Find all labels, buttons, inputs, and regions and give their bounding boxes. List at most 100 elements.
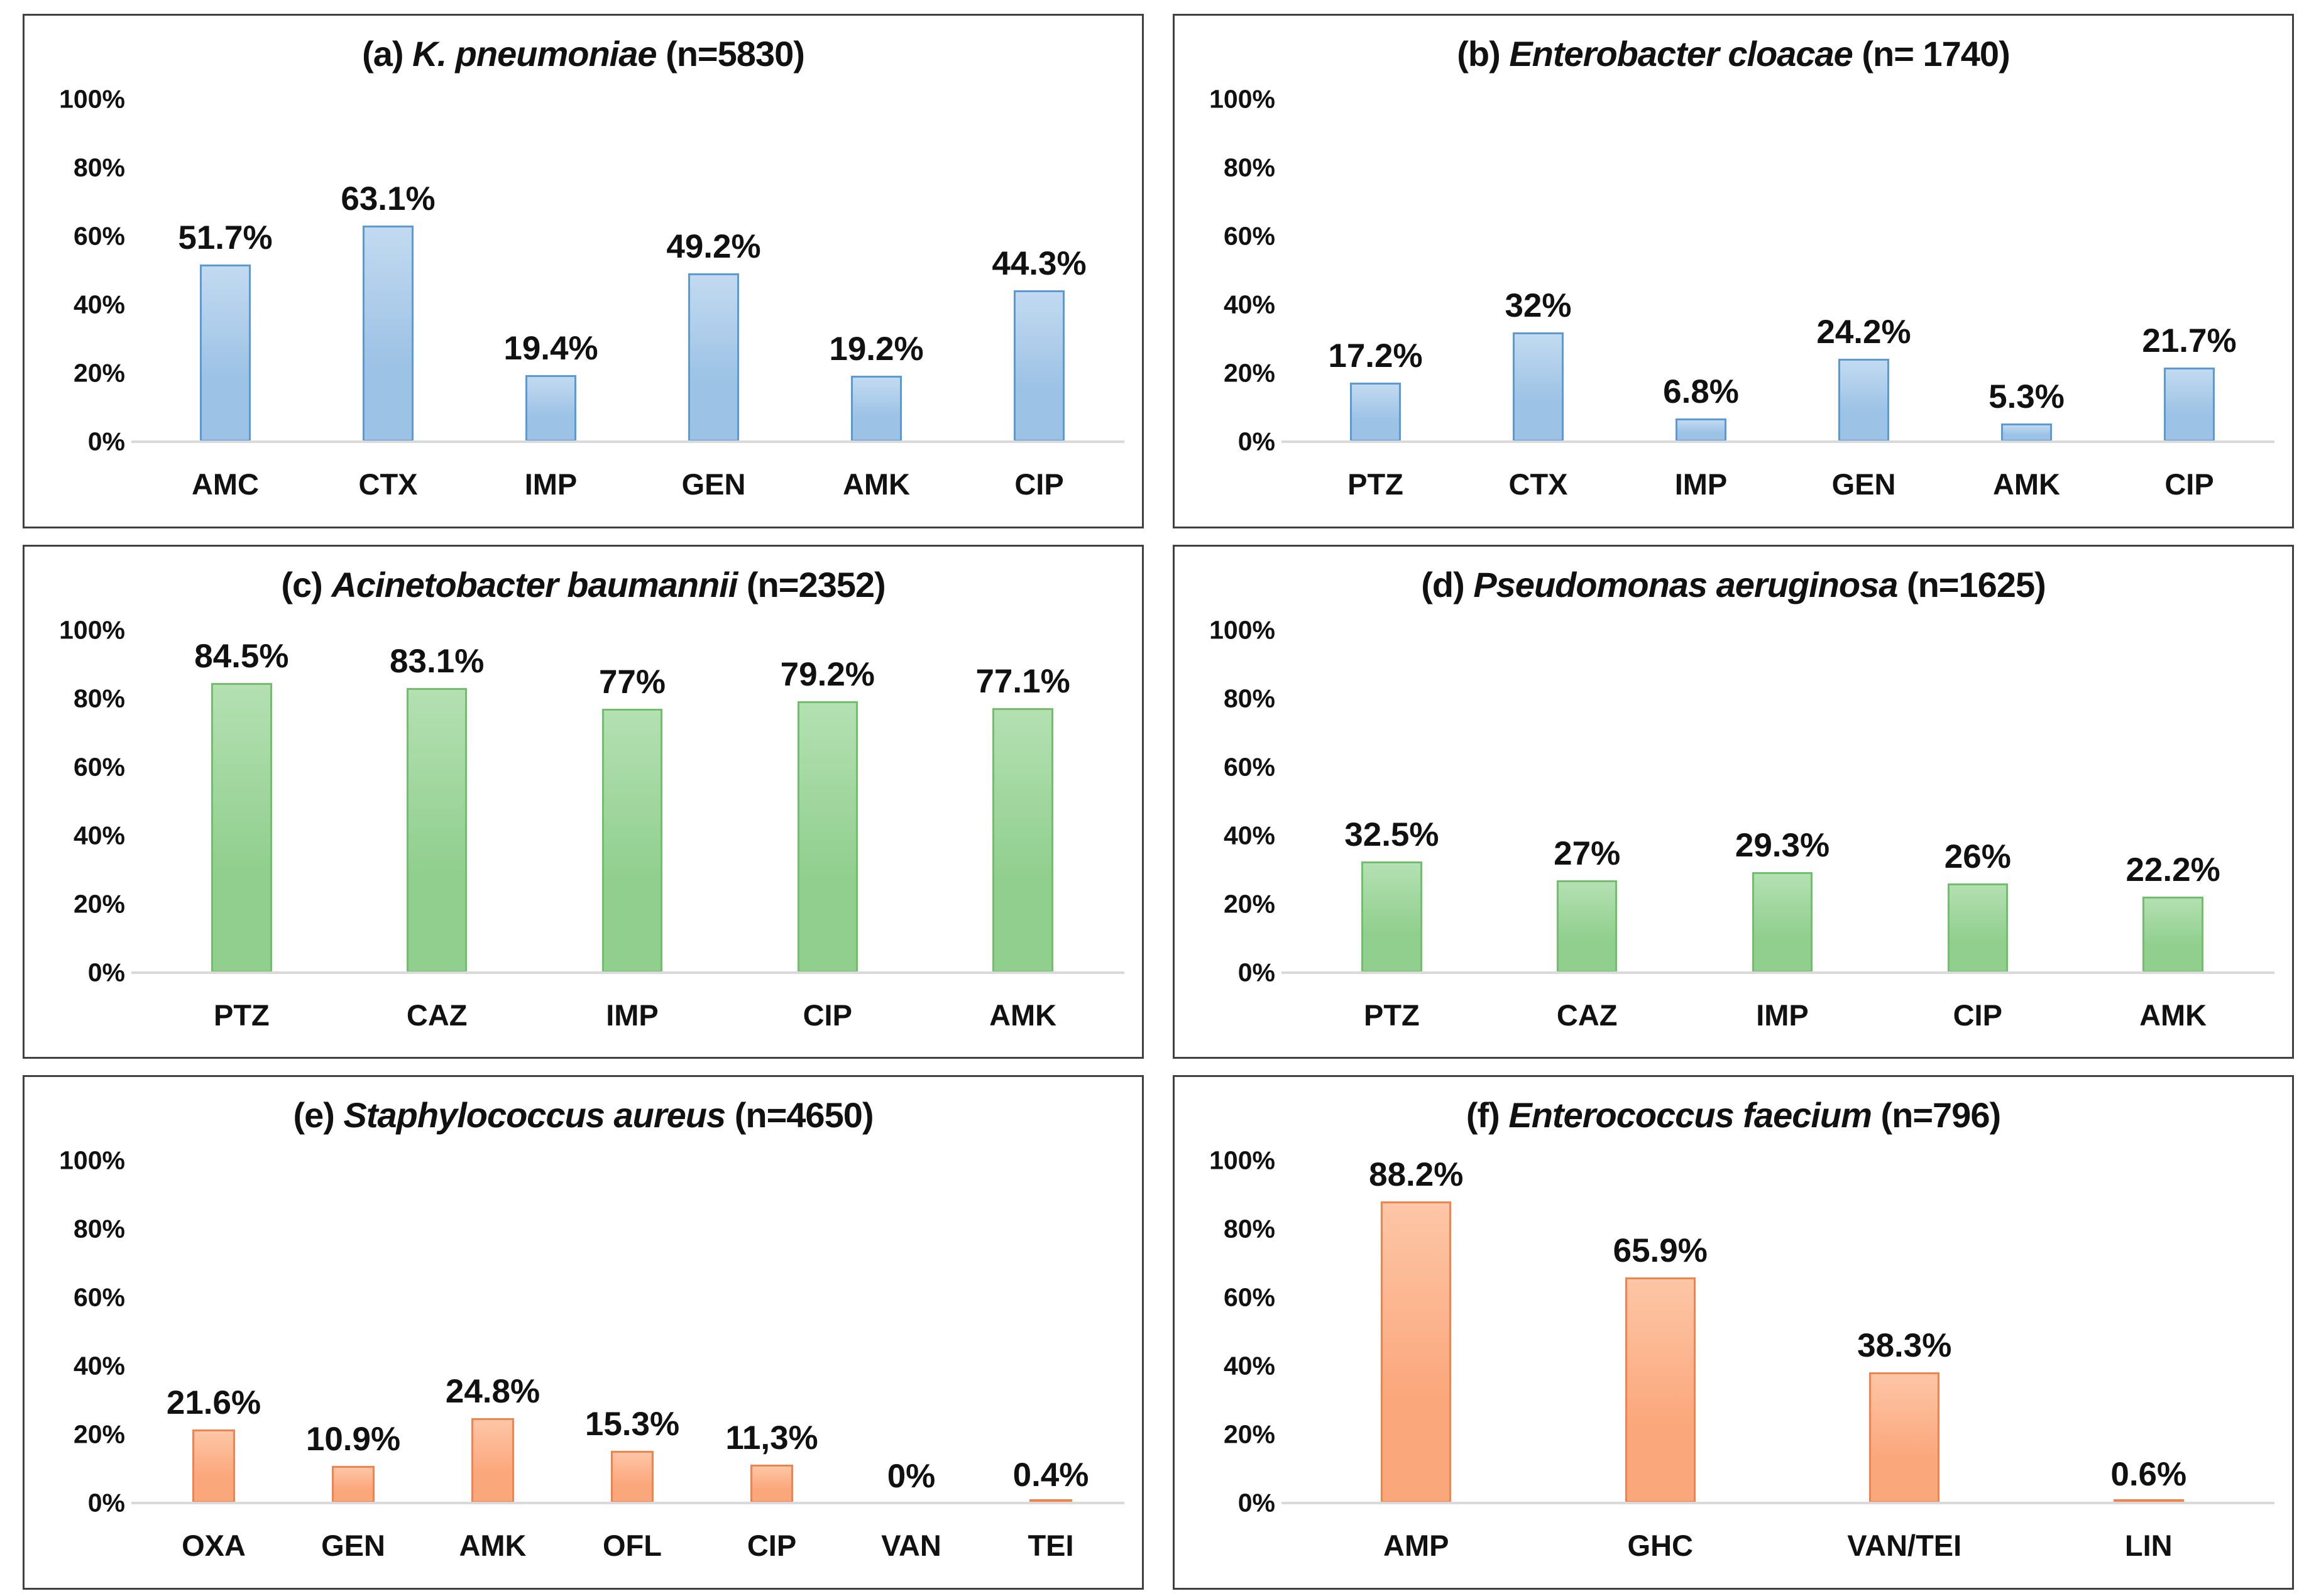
panel-title-species: Staphylococcus aureus [343,1095,726,1135]
bar-value-label: 49.2% [666,227,761,265]
panel-a: (a) K. pneumoniae (n=5830) 100% 80% 60% 40% 2… [23,14,1144,528]
bar [1625,1277,1696,1504]
y-axis-tick-label: 60% [73,221,125,251]
bar [1513,332,1564,442]
bar [211,683,272,973]
y-axis-tick-label: 100% [59,84,125,114]
bar-value-label: 6.8% [1663,373,1739,410]
x-axis-row: AMC CTX IMP GEN AMK CIP [144,442,1121,501]
chart-area: 100% 80% 60% 40% 20% 0% 32.5% 27% 29.3% 26% 22.2% [1209,615,2274,987]
bar [1838,359,1889,442]
x-axis-row: PTZ CAZ IMP CIP AMK [144,973,1121,1032]
bars-container: 84.5% 83.1% 77% 79.2% 77.1% [144,630,1121,973]
bar-slot: 32.5% [1294,630,1489,973]
bar-value-label: 17.2% [1328,337,1423,375]
bar [1947,883,2008,973]
bar-slot: 51.7% [144,99,307,442]
panel-title-suffix: (n=796) [1871,1095,2001,1135]
y-axis-tick-label: 80% [1223,684,1275,713]
bar [688,273,739,442]
panel-title-species: Acinetobacter baumannii [331,564,738,604]
y-axis-tick-label: 60% [1223,221,1275,251]
x-axis-label: IMP [524,467,578,501]
bar-value-label: 63.1% [341,180,436,218]
bar [610,1450,654,1504]
y-axis-tick-label: 40% [73,1351,125,1380]
y-axis-tick-label: 20% [1223,358,1275,388]
bar [1014,290,1065,442]
bar-value-label: 26% [1944,838,2011,875]
bar [1381,1201,1452,1504]
x-axis-label: AMK [2139,998,2207,1032]
chart-area: 100% 80% 60% 40% 20% 0% 17.2% 32% 6.8% 24.2% 5.3% 2… [1209,85,2274,456]
bar [192,1429,236,1504]
bar-value-label: 21.7% [2142,322,2237,359]
panel-title-species: K. pneumoniae [412,34,657,74]
bar-slot: 17.2% [1294,99,1457,442]
bar-slot: 79.2% [730,630,925,973]
bar [2164,367,2215,442]
bar-slot: 5.3% [1945,99,2108,442]
panel-e: (e) Staphylococcus aureus (n=4650) 100% 80… [23,1075,1144,1590]
bar-value-label: 79.2% [780,656,875,694]
bars-container: 21.6% 10.9% 24.8% 15.3% 11,3% 0% 0.4% [144,1161,1121,1504]
x-axis-label: VAN/TEI [1847,1529,1962,1563]
bar-slot: 19.4% [469,99,632,442]
chart-area: 100% 80% 60% 40% 20% 0% 88.2% 65.9% 38.3% 0.6% [1209,1146,2274,1517]
y-axis-tick-label: 40% [1223,1351,1275,1380]
panel-title: (c) Acinetobacter baumannii (n=2352) [25,564,1142,605]
x-axis-label: IMP [1674,467,1728,501]
bar-slot: 19.2% [795,99,958,442]
bar-value-label: 29.3% [1735,826,1830,864]
bar-value-label: 5.3% [1989,378,2065,416]
bar-slot: 0.4% [981,1161,1121,1504]
bars-container: 32.5% 27% 29.3% 26% 22.2% [1294,630,2271,973]
y-axis-tick-label: 20% [1223,1419,1275,1449]
y-axis-tick-label: 80% [1223,153,1275,182]
bar [750,1464,794,1504]
y-axis-tick-label: 100% [59,1145,125,1175]
y-axis-tick-label: 80% [1223,1214,1275,1243]
bar [471,1418,515,1504]
bar [1676,418,1726,442]
bar-value-label: 83.1% [390,642,485,680]
bar [601,709,663,973]
x-axis-label: CIP [1014,467,1064,501]
x-axis-row: PTZ CAZ IMP CIP AMK [1294,973,2271,1032]
bar-slot: 44.3% [958,99,1121,442]
x-axis-label: PTZ [1364,998,1420,1032]
chart-area: 100% 80% 60% 40% 20% 0% 21.6% 10.9% 24.8% 15.3% 11… [59,1146,1124,1517]
y-axis-tick-label: 40% [73,821,125,850]
y-axis-tick-label: 20% [73,889,125,919]
panel-title-prefix: (f) [1466,1095,1509,1135]
panel-f: (f) Enterococcus faecium (n=796) 100% 80% 6… [1173,1075,2294,1590]
bar [525,375,576,442]
bar-slot: 24.2% [1782,99,1945,442]
x-axis-label: CTX [1508,467,1568,501]
panel-title: (a) K. pneumoniae (n=5830) [25,33,1142,74]
bar-value-label: 24.2% [1816,314,1911,351]
x-axis-label: GEN [681,467,746,501]
x-axis-label: AMC [191,467,260,501]
bar-slot: 88.2% [1294,1158,1539,1504]
panel-title-suffix: (n=5830) [656,34,805,74]
y-axis-tick-label: 0% [87,958,125,987]
bar-value-label: 84.5% [194,638,289,675]
x-axis-label: LIN [2124,1529,2173,1563]
bar [407,687,468,973]
bar-value-label: 38.3% [1857,1326,1952,1364]
bar-slot: 83.1% [339,630,535,973]
y-axis-tick-label: 60% [73,1282,125,1312]
bar [1029,1499,1073,1504]
panel-title-suffix: (n= 1740) [1852,34,2010,74]
panel-title-prefix: (d) [1421,564,1474,604]
panel-title: (f) Enterococcus faecium (n=796) [1175,1095,2292,1135]
bar-slot: 0.6% [2027,1161,2271,1504]
bar-slot: 22.2% [2075,630,2271,973]
x-axis-row: OXA GEN AMK OFL CIP VAN TEI [144,1503,1121,1563]
x-axis-label: IMP [1756,998,1809,1032]
x-axis-label: CTX [358,467,418,501]
x-axis-label: AMP [1383,1529,1449,1563]
bar-value-label: 22.2% [2126,851,2220,888]
